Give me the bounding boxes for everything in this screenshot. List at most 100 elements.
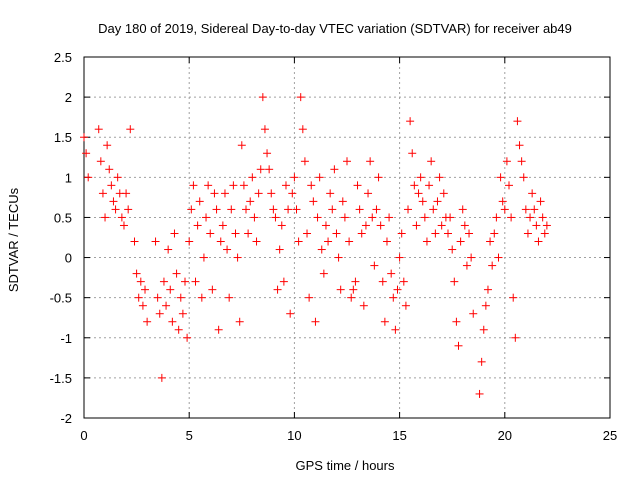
data-point <box>303 229 312 238</box>
data-point <box>536 197 545 206</box>
data-point <box>155 309 164 318</box>
data-point <box>469 309 478 318</box>
data-point <box>168 317 177 326</box>
data-point <box>540 229 549 238</box>
data-point <box>395 253 404 262</box>
data-point <box>267 189 276 198</box>
data-point <box>305 293 314 302</box>
y-tick-label: 1.5 <box>54 130 72 145</box>
data-point <box>509 293 518 302</box>
data-point <box>542 221 551 230</box>
data-point <box>479 325 488 334</box>
data-point <box>364 189 373 198</box>
data-point <box>256 165 265 174</box>
chart-title: Day 180 of 2019, Sidereal Day-to-day VTE… <box>98 21 572 36</box>
data-point <box>231 229 240 238</box>
data-point <box>448 245 457 254</box>
data-point <box>502 157 511 166</box>
data-point <box>212 205 221 214</box>
data-point <box>488 261 497 270</box>
data-point <box>269 205 278 214</box>
data-point <box>204 181 213 190</box>
data-point <box>321 221 330 230</box>
data-point <box>98 189 107 198</box>
data-point <box>372 205 381 214</box>
data-point <box>351 277 360 286</box>
data-point <box>193 221 202 230</box>
data-point <box>319 269 328 278</box>
data-point <box>202 213 211 222</box>
data-point <box>427 157 436 166</box>
data-point <box>263 149 272 158</box>
data-point <box>275 245 284 254</box>
data-point <box>355 205 364 214</box>
data-point <box>431 229 440 238</box>
data-point <box>374 173 383 182</box>
data-point <box>494 253 503 262</box>
x-tick-label: 25 <box>603 428 617 443</box>
data-point <box>328 205 337 214</box>
plot-frame <box>83 56 611 419</box>
data-point <box>433 197 442 206</box>
data-point <box>130 237 139 246</box>
data-point <box>353 181 362 190</box>
data-point <box>416 173 425 182</box>
data-point <box>399 277 408 286</box>
data-point <box>437 221 446 230</box>
data-point <box>338 197 347 206</box>
data-point <box>208 285 217 294</box>
data-point <box>465 229 474 238</box>
data-point <box>349 285 358 294</box>
data-point <box>326 189 335 198</box>
data-point <box>178 309 187 318</box>
data-point <box>227 205 236 214</box>
data-point <box>191 277 200 286</box>
data-point <box>420 213 429 222</box>
data-point <box>389 293 398 302</box>
data-point <box>435 173 444 182</box>
data-point <box>206 229 215 238</box>
data-point <box>425 181 434 190</box>
data-point <box>368 213 377 222</box>
data-point <box>265 165 274 174</box>
data-point <box>378 277 387 286</box>
data-point <box>281 181 290 190</box>
data-point <box>105 165 114 174</box>
data-point <box>271 213 280 222</box>
data-point <box>80 133 88 142</box>
data-point <box>311 317 320 326</box>
data-point <box>286 309 295 318</box>
x-axis-label: GPS time / hours <box>296 458 395 473</box>
data-point <box>460 221 469 230</box>
data-point <box>284 205 293 214</box>
data-point <box>376 221 385 230</box>
data-point <box>380 317 389 326</box>
data-point <box>500 205 509 214</box>
data-point <box>210 189 219 198</box>
data-point <box>290 173 299 182</box>
data-point <box>505 181 514 190</box>
x-tick-label: 15 <box>392 428 406 443</box>
data-point <box>136 277 145 286</box>
data-point <box>345 237 354 246</box>
x-tick-label: 0 <box>80 428 87 443</box>
data-point <box>521 205 530 214</box>
y-tick-label: 2 <box>65 90 72 105</box>
data-point <box>340 213 349 222</box>
data-point <box>332 229 341 238</box>
data-point <box>300 157 309 166</box>
data-point <box>439 189 448 198</box>
data-point <box>254 189 263 198</box>
y-tick-label: 1 <box>65 170 72 185</box>
data-point <box>195 197 204 206</box>
data-point <box>132 269 141 278</box>
data-point <box>357 229 366 238</box>
data-point <box>467 253 476 262</box>
data-point <box>124 205 133 214</box>
grid <box>84 57 610 418</box>
x-tick-label: 20 <box>498 428 512 443</box>
data-point <box>498 197 507 206</box>
data-point <box>496 173 505 182</box>
data-point <box>511 333 520 342</box>
